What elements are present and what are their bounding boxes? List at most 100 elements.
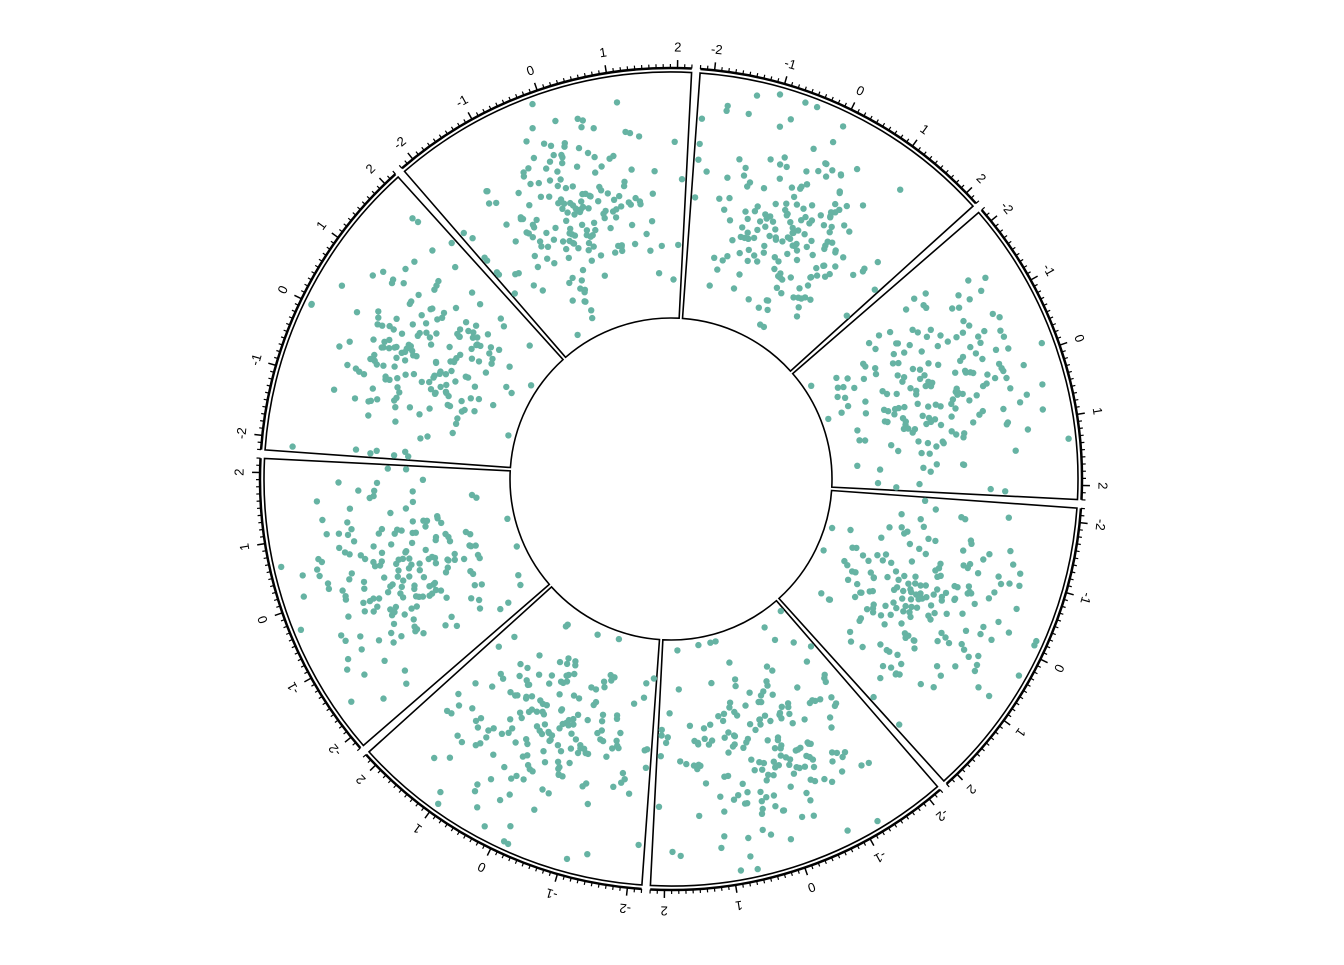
minor-tick (399, 165, 402, 168)
data-point (485, 331, 491, 337)
data-point (897, 187, 903, 193)
data-point (944, 611, 950, 617)
data-point (988, 486, 994, 492)
data-point (577, 742, 583, 748)
data-point (571, 211, 577, 217)
data-point (381, 658, 387, 664)
data-point (877, 641, 883, 647)
data-point (804, 244, 810, 250)
data-point (829, 758, 835, 764)
data-point (539, 786, 545, 792)
data-point (817, 696, 823, 702)
data-point (798, 217, 804, 223)
minor-tick (613, 68, 614, 72)
minor-tick (613, 886, 614, 890)
data-point (388, 541, 394, 547)
data-point (420, 630, 426, 636)
data-point (945, 338, 951, 344)
data-point (421, 574, 427, 580)
data-point (721, 711, 727, 717)
data-point (933, 443, 939, 449)
data-point (809, 202, 815, 208)
data-point (494, 269, 500, 275)
data-point (408, 343, 414, 349)
data-point (832, 249, 838, 255)
data-point (580, 204, 586, 210)
minor-tick (262, 551, 266, 552)
data-point (650, 191, 656, 197)
data-point (896, 721, 902, 727)
data-point (858, 762, 864, 768)
minor-tick (1077, 544, 1081, 545)
data-point (751, 252, 757, 258)
data-point (379, 550, 385, 556)
data-point (744, 183, 750, 189)
data-point (934, 586, 940, 592)
data-point (402, 372, 408, 378)
data-point (761, 624, 767, 630)
data-point (407, 404, 413, 410)
data-point (449, 240, 455, 246)
data-point (833, 375, 839, 381)
data-point (319, 517, 325, 523)
data-point (918, 516, 924, 522)
data-point (552, 225, 558, 231)
data-point (601, 684, 607, 690)
data-point (548, 143, 554, 149)
data-point (803, 753, 809, 759)
major-tick (535, 83, 538, 91)
data-point (1007, 548, 1013, 554)
data-point (878, 612, 884, 618)
data-point (346, 551, 352, 557)
data-point (357, 633, 363, 639)
data-point (764, 215, 770, 221)
data-point (398, 633, 404, 639)
data-point (635, 842, 641, 848)
minor-tick (368, 760, 371, 763)
data-point (783, 201, 789, 207)
data-point (411, 616, 417, 622)
data-point (931, 684, 937, 690)
data-point (388, 630, 394, 636)
data-point (703, 168, 709, 174)
data-point (482, 823, 488, 829)
data-point (840, 123, 846, 129)
data-point (459, 739, 465, 745)
data-point (517, 710, 523, 716)
data-point (972, 601, 978, 607)
data-point (529, 706, 535, 712)
data-point (725, 729, 731, 735)
data-point (593, 699, 599, 705)
data-point (452, 378, 458, 384)
data-point (923, 551, 929, 557)
tick-label: -2 (233, 427, 249, 440)
data-point (505, 600, 511, 606)
data-point (872, 287, 878, 293)
data-point (866, 760, 872, 766)
data-point (559, 206, 565, 212)
data-point (919, 348, 925, 354)
minor-tick (1078, 537, 1082, 538)
data-point (845, 403, 851, 409)
major-tick (966, 187, 972, 193)
data-point (830, 139, 836, 145)
data-point (395, 567, 401, 573)
data-point (365, 412, 371, 418)
data-point (386, 345, 392, 351)
data-point (615, 745, 621, 751)
data-point (442, 531, 448, 537)
data-point (445, 402, 451, 408)
data-point (411, 624, 417, 630)
data-point (570, 297, 576, 303)
data-point (556, 691, 562, 697)
data-point (761, 243, 767, 249)
data-point (777, 161, 783, 167)
data-point (977, 631, 983, 637)
data-point (918, 450, 924, 456)
data-point (347, 339, 353, 345)
data-point (844, 313, 850, 319)
data-point (821, 262, 827, 268)
data-point (453, 421, 459, 427)
data-point (613, 738, 619, 744)
data-point (844, 203, 850, 209)
